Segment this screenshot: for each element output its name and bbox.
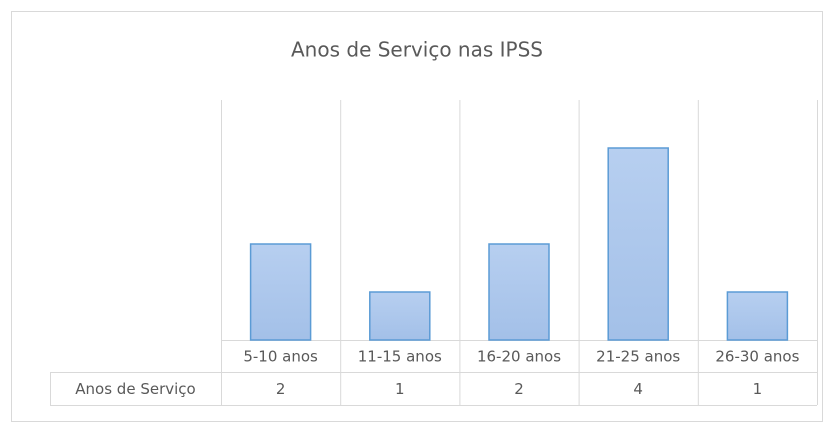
series-name: Anos de Serviço xyxy=(75,380,195,398)
table-value: 1 xyxy=(753,380,763,398)
table-value: 2 xyxy=(276,380,286,398)
category-label: 11-15 anos xyxy=(358,348,442,366)
category-label: 16-20 anos xyxy=(477,348,561,366)
table-value: 1 xyxy=(395,380,405,398)
chart-border xyxy=(11,11,823,422)
bar xyxy=(488,243,550,341)
category-label: 26-30 anos xyxy=(715,348,799,366)
category-label: 5-10 anos xyxy=(243,348,318,366)
table-value: 4 xyxy=(633,380,643,398)
table-value: 2 xyxy=(514,380,524,398)
bar xyxy=(369,291,431,341)
bar xyxy=(249,243,312,341)
chart-title: Anos de Serviço nas IPSS xyxy=(291,38,543,62)
bar xyxy=(607,147,669,341)
bar xyxy=(726,291,789,341)
category-label: 21-25 anos xyxy=(596,348,680,366)
